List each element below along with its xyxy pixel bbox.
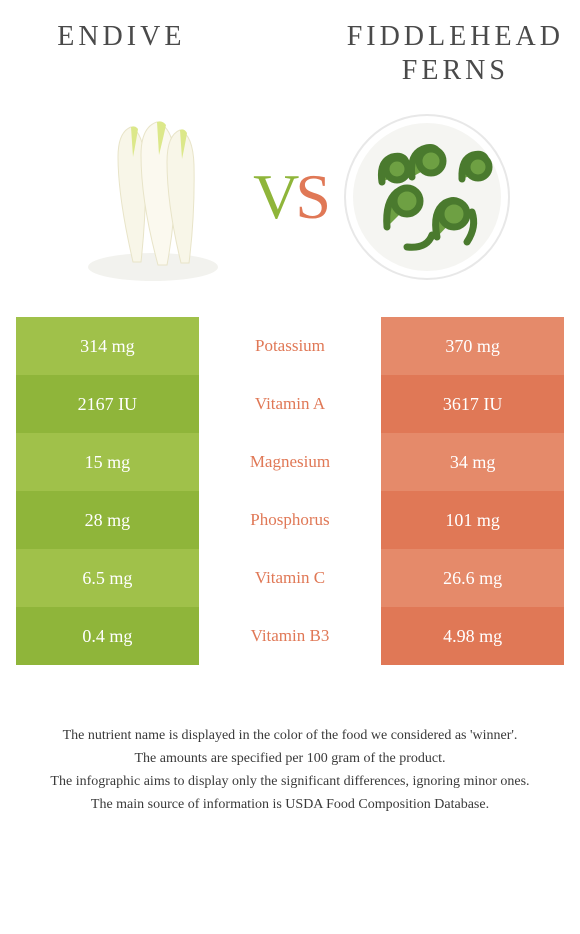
table-row: 28 mg Phosphorus 101 mg — [16, 491, 564, 549]
nutrient-name: Phosphorus — [199, 491, 382, 549]
right-value: 4.98 mg — [381, 607, 564, 665]
left-value: 15 mg — [16, 433, 199, 491]
footer-notes: The nutrient name is displayed in the co… — [16, 725, 564, 815]
nutrient-name: Magnesium — [199, 433, 382, 491]
footer-line: The nutrient name is displayed in the co… — [26, 725, 554, 746]
nutrient-table: 314 mg Potassium 370 mg 2167 IU Vitamin … — [16, 317, 564, 665]
nutrient-name: Vitamin A — [199, 375, 382, 433]
footer-line: The infographic aims to display only the… — [26, 771, 554, 792]
nutrient-name: Vitamin B3 — [199, 607, 382, 665]
vs-badge: VS — [253, 160, 327, 234]
nutrient-name: Potassium — [199, 317, 382, 375]
left-value: 2167 IU — [16, 375, 199, 433]
right-value: 26.6 mg — [381, 549, 564, 607]
right-value: 3617 IU — [381, 375, 564, 433]
fiddlehead-icon — [337, 107, 517, 287]
footer-line: The amounts are specified per 100 gram o… — [26, 748, 554, 769]
left-value: 0.4 mg — [16, 607, 199, 665]
endive-icon — [63, 107, 243, 287]
right-food-title: FIDDLEHEAD FERNS — [347, 20, 564, 87]
right-value: 370 mg — [381, 317, 564, 375]
endive-image — [63, 107, 243, 287]
title-spacer — [227, 20, 347, 87]
left-value: 28 mg — [16, 491, 199, 549]
table-row: 0.4 mg Vitamin B3 4.98 mg — [16, 607, 564, 665]
vs-v: V — [253, 160, 295, 234]
footer-line: The main source of information is USDA F… — [26, 794, 554, 815]
infographic-container: ENDIVE FIDDLEHEAD FERNS VS — [0, 0, 580, 934]
nutrient-name: Vitamin C — [199, 549, 382, 607]
right-value: 34 mg — [381, 433, 564, 491]
table-row: 314 mg Potassium 370 mg — [16, 317, 564, 375]
title-row: ENDIVE FIDDLEHEAD FERNS — [16, 20, 564, 87]
left-value: 6.5 mg — [16, 549, 199, 607]
vs-s: S — [295, 160, 327, 234]
images-row: VS — [16, 107, 564, 287]
table-row: 15 mg Magnesium 34 mg — [16, 433, 564, 491]
left-value: 314 mg — [16, 317, 199, 375]
left-food-title: ENDIVE — [16, 20, 227, 87]
table-row: 2167 IU Vitamin A 3617 IU — [16, 375, 564, 433]
right-value: 101 mg — [381, 491, 564, 549]
table-row: 6.5 mg Vitamin C 26.6 mg — [16, 549, 564, 607]
fiddlehead-image — [337, 107, 517, 287]
